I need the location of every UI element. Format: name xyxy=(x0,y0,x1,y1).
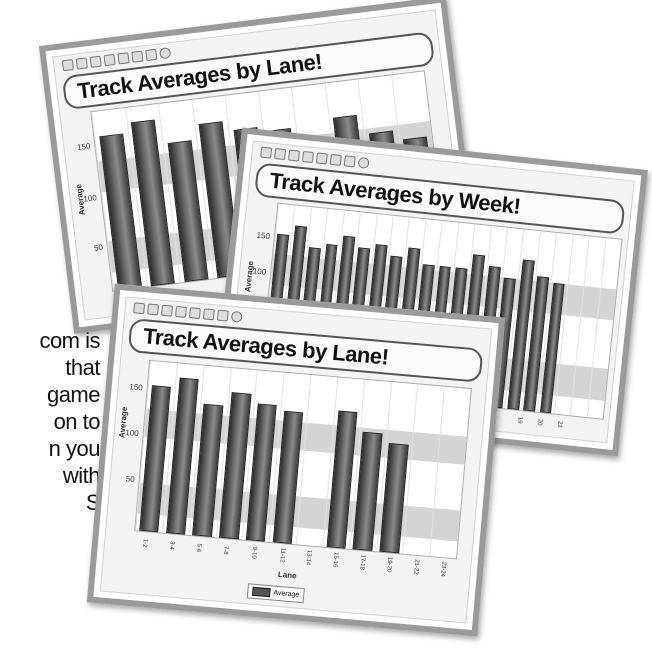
y-tick-label: 100 xyxy=(252,266,267,277)
chart-type-icon[interactable] xyxy=(315,152,328,165)
chart-type-icon[interactable] xyxy=(188,307,201,320)
y-tick-label: 100 xyxy=(82,193,98,204)
refresh-icon[interactable] xyxy=(103,53,116,67)
x-tick-label: 17-18 xyxy=(358,554,366,571)
legend-icon[interactable] xyxy=(145,48,158,62)
background-paragraph: com is that game on to n you with S xyxy=(0,327,100,516)
y-tick-label: 150 xyxy=(256,230,271,241)
settings-icon[interactable] xyxy=(230,310,243,323)
table-icon[interactable] xyxy=(131,50,144,63)
refresh-icon[interactable] xyxy=(301,150,314,164)
chart-legend: Average xyxy=(246,583,305,604)
x-tick-label: 1-2 xyxy=(141,538,149,548)
zoom-icon[interactable] xyxy=(287,149,301,162)
x-tick-label: 9-10 xyxy=(250,546,258,559)
y-tick-label: 150 xyxy=(76,141,91,153)
zoom-icon[interactable] xyxy=(161,304,173,317)
x-tick-label: 3-4 xyxy=(168,540,176,551)
x-tick-label: 19-20 xyxy=(385,556,393,573)
x-tick-label: 7-8 xyxy=(221,545,229,555)
print-icon[interactable] xyxy=(260,146,273,159)
table-icon[interactable] xyxy=(202,308,215,321)
chart-window-body: Track Averages by Lane! Average 150 100 … xyxy=(99,296,493,624)
plot-area xyxy=(134,359,472,560)
paragraph-line: with xyxy=(62,463,101,488)
table-icon[interactable] xyxy=(329,153,342,166)
settings-icon[interactable] xyxy=(159,47,172,60)
settings-icon[interactable] xyxy=(357,156,370,169)
copy-icon[interactable] xyxy=(147,303,160,316)
copy-icon[interactable] xyxy=(274,148,287,161)
y-tick-label: 50 xyxy=(93,242,104,253)
y-tick-label: 50 xyxy=(125,474,136,484)
refresh-icon[interactable] xyxy=(175,305,187,318)
legend-icon[interactable] xyxy=(216,309,229,322)
zoom-icon[interactable] xyxy=(89,55,102,68)
x-tick-label: 21 xyxy=(555,420,563,428)
legend-icon[interactable] xyxy=(343,155,356,168)
y-tick-label: 100 xyxy=(124,428,140,439)
chart-window-lane-front: Track Averages by Lane! Average 150 100 … xyxy=(86,283,506,637)
legend-label: Average xyxy=(273,589,300,599)
copy-icon[interactable] xyxy=(75,57,88,70)
paragraph-line: n you xyxy=(48,436,101,461)
legend-swatch xyxy=(252,586,271,598)
x-tick-label: 11-12 xyxy=(278,547,286,563)
x-tick-label: 20 xyxy=(536,418,543,426)
x-tick-label: 13-14 xyxy=(304,549,313,566)
paragraph-line: game xyxy=(46,382,101,407)
x-tick-label: 5-6 xyxy=(195,543,202,553)
paragraph-line: S xyxy=(85,490,101,515)
paragraph-line: on to xyxy=(53,409,101,434)
y-tick-label: 150 xyxy=(129,382,144,393)
print-icon[interactable] xyxy=(133,302,146,315)
x-tick-label: 19 xyxy=(516,416,523,424)
x-axis-label: Lane xyxy=(277,569,297,581)
x-tick-label: 15-16 xyxy=(331,551,340,568)
print-icon[interactable] xyxy=(61,59,75,72)
paragraph-line: that xyxy=(65,355,100,380)
chart-type-icon[interactable] xyxy=(117,52,130,65)
paragraph-line: com is xyxy=(39,328,100,353)
x-tick-label: 23-24 xyxy=(438,561,446,578)
x-tick-label: 21-22 xyxy=(411,558,420,575)
